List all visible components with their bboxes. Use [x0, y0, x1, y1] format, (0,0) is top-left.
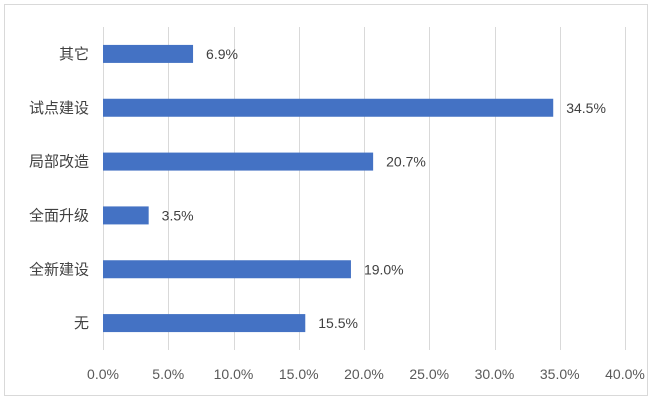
- x-tick-label: 30.0%: [475, 366, 515, 382]
- data-labels: 6.9% 34.5% 20.7% 3.5% 19.0% 15.5%: [162, 46, 606, 331]
- x-tick-label: 10.0%: [214, 366, 254, 382]
- data-label: 19.0%: [364, 261, 404, 277]
- x-tick-labels: 0.0% 5.0% 10.0% 15.0% 20.0% 25.0% 30.0% 35.0% 40…: [87, 366, 645, 382]
- gridlines: [103, 27, 626, 350]
- x-tick-label: 15.0%: [279, 366, 319, 382]
- category-label: 无: [74, 314, 89, 332]
- x-tick-label: 25.0%: [409, 366, 449, 382]
- category-label: 全新建设: [29, 260, 89, 278]
- bar: [103, 44, 194, 63]
- bar: [103, 98, 554, 117]
- data-label: 20.7%: [386, 154, 426, 170]
- category-label: 局部改造: [29, 153, 89, 171]
- data-label: 34.5%: [566, 100, 606, 116]
- x-tick-label: 0.0%: [87, 366, 119, 382]
- category-label: 试点建设: [29, 99, 89, 117]
- data-label: 15.5%: [318, 315, 358, 331]
- bars: [103, 44, 554, 333]
- x-tick-label: 20.0%: [344, 366, 384, 382]
- bar: [103, 206, 149, 225]
- x-tick-label: 5.0%: [152, 366, 184, 382]
- bar: [103, 314, 306, 333]
- bar: [103, 260, 351, 279]
- x-tick-label: 40.0%: [605, 366, 645, 382]
- data-label: 3.5%: [162, 207, 194, 223]
- bar: [103, 152, 374, 171]
- data-label: 6.9%: [206, 46, 238, 62]
- category-label: 其它: [59, 45, 89, 63]
- x-tick-label: 35.0%: [540, 366, 580, 382]
- category-label: 全面升级: [29, 206, 89, 224]
